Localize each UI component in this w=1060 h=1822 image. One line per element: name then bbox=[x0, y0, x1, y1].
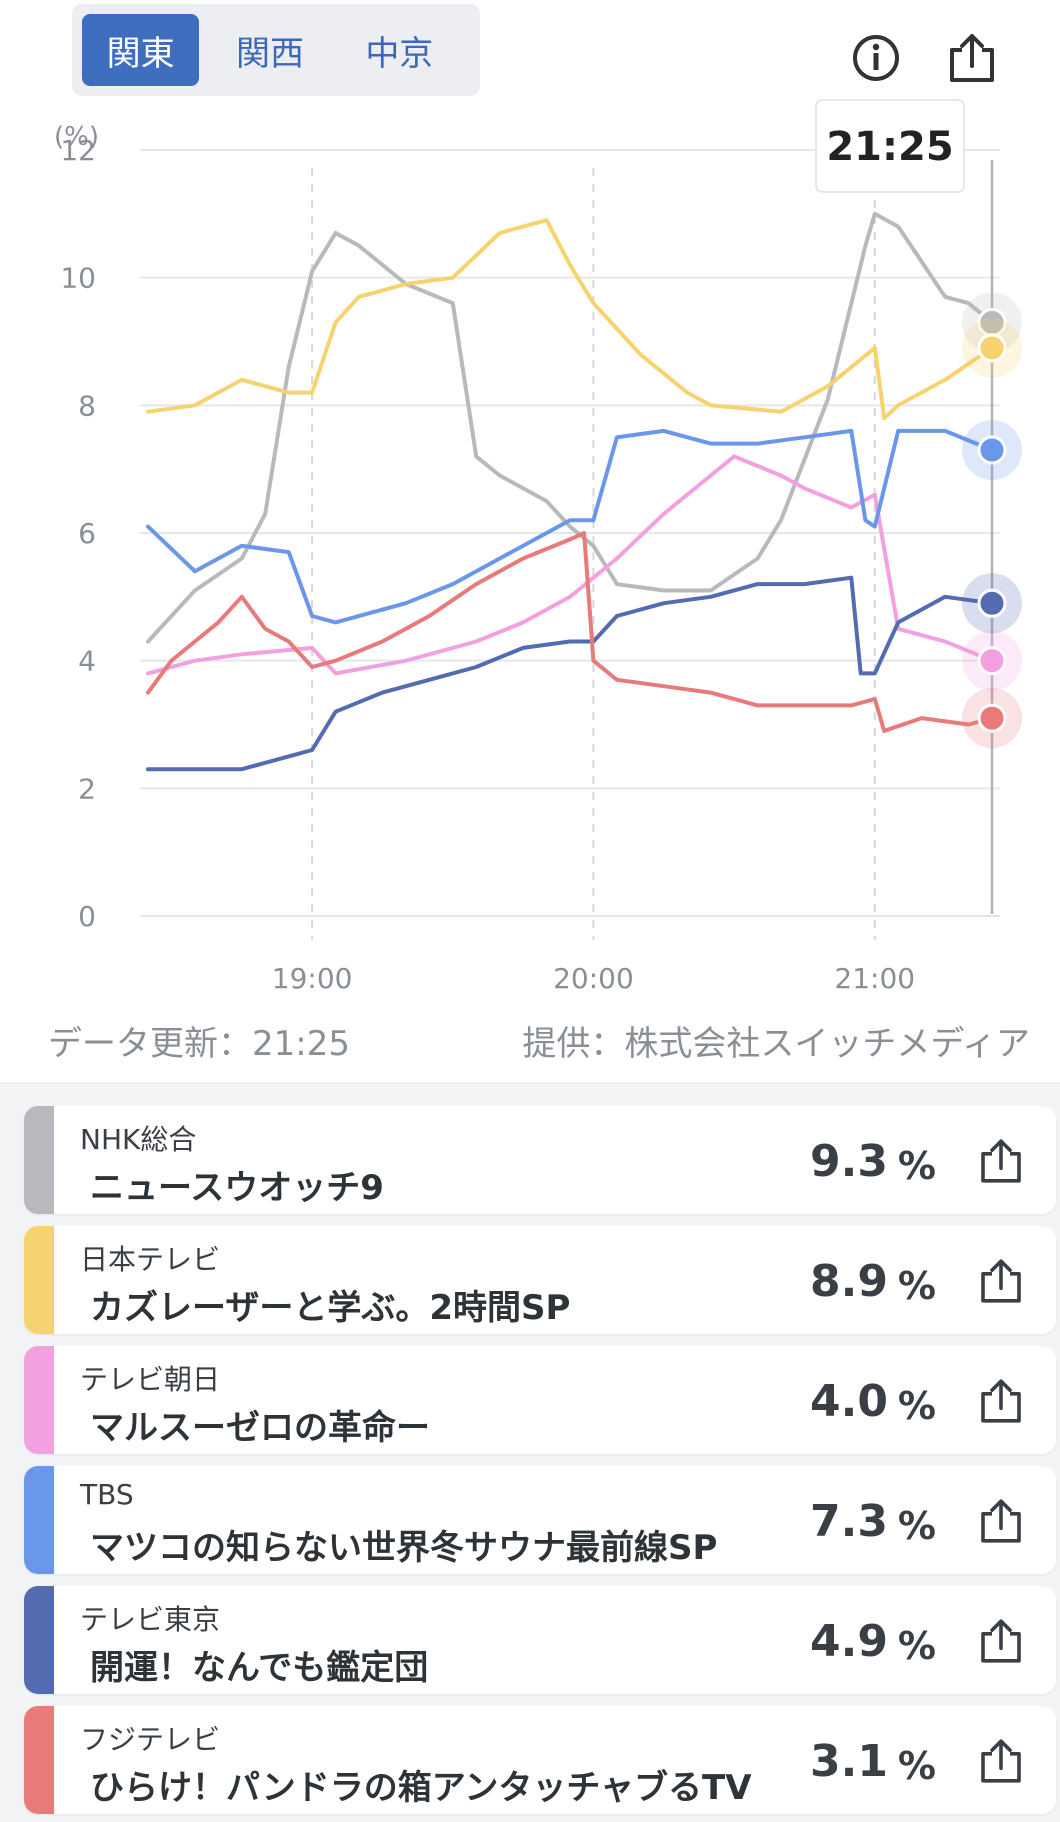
channel-card[interactable]: フジテレビひらけ！パンドラの箱アンタッチャブるTV 3.1% bbox=[24, 1706, 1056, 1814]
rating-unit: % bbox=[897, 1624, 936, 1668]
share-icon[interactable] bbox=[942, 28, 1002, 88]
ratings-chart: (%) 0 2 4 6 8 10 12 19:00 20:00 21:00 21:25 bbox=[54, 99, 1022, 995]
share-icon[interactable] bbox=[974, 1134, 1028, 1188]
y-tick-label: 4 bbox=[78, 645, 96, 678]
y-tick-label: 6 bbox=[78, 517, 96, 550]
station-name: NHK総合 bbox=[80, 1123, 197, 1156]
station-name: テレビ東京 bbox=[80, 1603, 221, 1636]
station-name: テレビ朝日 bbox=[80, 1363, 221, 1396]
end-marker bbox=[977, 333, 1007, 363]
channel-card[interactable]: テレビ朝日マルスーゼロの革命ー 4.0% bbox=[24, 1346, 1056, 1454]
series-line-2 bbox=[146, 454, 994, 676]
end-marker bbox=[977, 588, 1007, 618]
series-line-5 bbox=[146, 531, 994, 733]
time-tooltip: 21:25 bbox=[815, 99, 965, 193]
y-tick-label: 12 bbox=[60, 134, 96, 167]
channel-color-bar bbox=[24, 1346, 54, 1454]
rating-unit: % bbox=[897, 1744, 936, 1788]
info-icon[interactable] bbox=[846, 28, 906, 88]
rating-value: 4.0 bbox=[810, 1376, 888, 1427]
rating-value: 7.3 bbox=[810, 1496, 888, 1547]
channel-color-bar bbox=[24, 1106, 54, 1214]
y-tick-label: 8 bbox=[78, 389, 96, 422]
rating-value: 4.9 bbox=[810, 1616, 888, 1667]
channel-card[interactable]: NHK総合ニュースウオッチ9 9.3% bbox=[24, 1106, 1056, 1214]
channel-color-bar bbox=[24, 1226, 54, 1334]
end-marker bbox=[977, 435, 1007, 465]
channel-color-bar bbox=[24, 1466, 54, 1574]
tab-chukyo[interactable]: 中京 bbox=[365, 33, 434, 74]
program-title: マツコの知らない世界冬サウナ最前線SP bbox=[90, 1528, 718, 1568]
rating-unit: % bbox=[897, 1504, 936, 1548]
x-axis-ticks: 19:00 20:00 21:00 bbox=[272, 962, 915, 995]
share-icon[interactable] bbox=[974, 1254, 1028, 1308]
series-line-1 bbox=[146, 218, 994, 421]
rating-unit: % bbox=[897, 1264, 936, 1308]
tab-kanto[interactable]: 関東 bbox=[82, 14, 200, 86]
tooltip-time: 21:25 bbox=[826, 124, 953, 170]
x-tick-label: 20:00 bbox=[553, 962, 634, 995]
channel-card[interactable]: テレビ東京開運！なんでも鑑定団 4.9% bbox=[24, 1586, 1056, 1694]
series-line-4 bbox=[146, 575, 994, 772]
series-line-0 bbox=[146, 211, 994, 644]
channel-card[interactable]: TBS マツコの知らない世界冬サウナ最前線SP 7.3% bbox=[24, 1466, 1056, 1574]
end-marker bbox=[977, 646, 1007, 676]
data-provider: 提供：株式会社スイッチメディア bbox=[522, 1024, 1030, 1064]
region-tabs: 関東 関西 中京 bbox=[72, 4, 480, 96]
y-tick-label: 0 bbox=[78, 900, 96, 933]
channel-color-bar bbox=[24, 1706, 54, 1814]
tab-kansai[interactable]: 関西 bbox=[235, 33, 304, 74]
y-tick-label: 2 bbox=[78, 772, 96, 805]
station-name: 日本テレビ bbox=[80, 1243, 221, 1276]
update-time: データ更新：21:25 bbox=[48, 1024, 350, 1064]
end-marker bbox=[977, 703, 1007, 733]
program-title: カズレーザーと学ぶ。2時間SP bbox=[90, 1288, 571, 1328]
station-name: TBS bbox=[80, 1478, 134, 1511]
chart-series bbox=[146, 211, 994, 772]
channel-card[interactable]: 日本テレビカズレーザーと学ぶ。2時間SP 8.9% bbox=[24, 1226, 1056, 1334]
program-title: ひらけ！パンドラの箱アンタッチャブるTV bbox=[90, 1768, 752, 1808]
x-tick-label: 21:00 bbox=[834, 962, 915, 995]
share-icon[interactable] bbox=[974, 1734, 1028, 1788]
y-tick-label: 10 bbox=[60, 262, 96, 295]
y-axis-unit: (%) bbox=[54, 122, 99, 152]
share-icon[interactable] bbox=[974, 1374, 1028, 1428]
station-name: フジテレビ bbox=[80, 1723, 221, 1756]
rating-unit: % bbox=[897, 1144, 936, 1188]
rating-unit: % bbox=[897, 1384, 936, 1428]
end-markers bbox=[962, 292, 1022, 749]
rating-value: 8.9 bbox=[810, 1256, 888, 1307]
chart-grid bbox=[140, 149, 1000, 940]
channel-color-bar bbox=[24, 1586, 54, 1694]
x-tick-label: 19:00 bbox=[272, 962, 353, 995]
rating-value: 3.1 bbox=[810, 1736, 888, 1787]
program-title: ニュースウオッチ9 bbox=[90, 1168, 384, 1208]
y-axis-ticks: (%) 0 2 4 6 8 10 12 bbox=[54, 122, 99, 933]
program-title: マルスーゼロの革命ー bbox=[90, 1408, 430, 1448]
rating-value: 9.3 bbox=[810, 1136, 888, 1187]
share-icon[interactable] bbox=[974, 1494, 1028, 1548]
chart-meta: データ更新：21:25 提供：株式会社スイッチメディア bbox=[0, 1010, 1060, 1070]
series-line-3 bbox=[146, 428, 994, 625]
share-icon[interactable] bbox=[974, 1614, 1028, 1668]
program-title: 開運！なんでも鑑定団 bbox=[90, 1648, 429, 1688]
